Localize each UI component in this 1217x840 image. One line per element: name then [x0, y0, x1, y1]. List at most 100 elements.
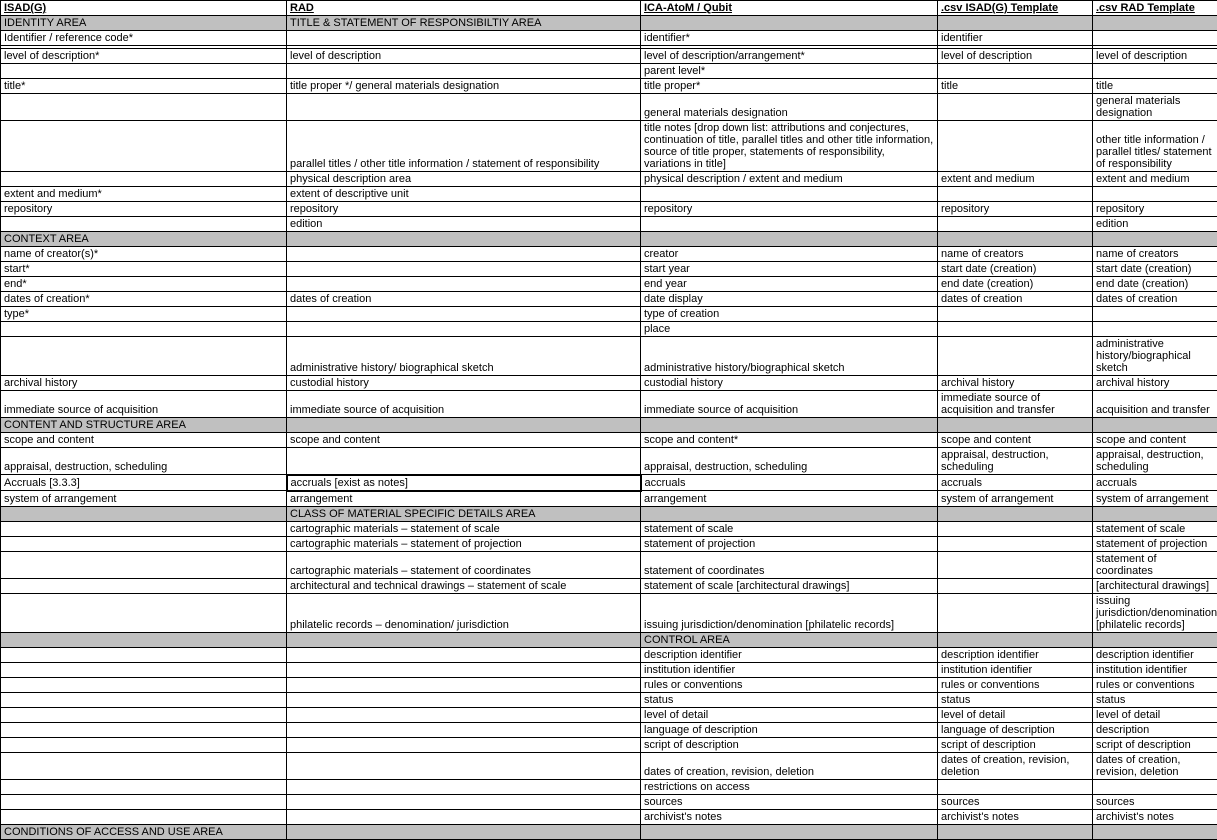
- cell: [641, 418, 938, 433]
- table-row: system of arrangementarrangementarrangem…: [1, 491, 1217, 507]
- section-header-row: CONTROL AREA: [1, 632, 1217, 647]
- cell: sources: [1093, 794, 1217, 809]
- cell: [938, 94, 1093, 121]
- cell: [641, 824, 938, 839]
- cell: [641, 217, 938, 232]
- cell: scope and content: [287, 433, 641, 448]
- cell: [1, 322, 287, 337]
- cell: [1, 677, 287, 692]
- cell: end date (creation): [938, 277, 1093, 292]
- cell: accruals: [938, 475, 1093, 491]
- cell: [287, 247, 641, 262]
- cell: dates of creation: [1093, 292, 1217, 307]
- cell: [287, 737, 641, 752]
- cell: [1, 217, 287, 232]
- cell: immediate source of acquisition: [641, 391, 938, 418]
- cell: dates of creation, revision, deletion: [938, 752, 1093, 779]
- cell: [938, 307, 1093, 322]
- cell: [1093, 418, 1217, 433]
- cell: level of description/arrangement*: [641, 49, 938, 64]
- cell: [1, 593, 287, 632]
- table-row: dates of creation, revision, deletiondat…: [1, 752, 1217, 779]
- table-row: title*title proper */ general materials …: [1, 79, 1217, 94]
- cell: immediate source of acquisition: [287, 391, 641, 418]
- cell: [938, 824, 1093, 839]
- cell: physical description / extent and medium: [641, 172, 938, 187]
- cell: immediate source of acquisition: [1, 391, 287, 418]
- cell: edition: [287, 217, 641, 232]
- cell: [287, 752, 641, 779]
- cell: [1, 64, 287, 79]
- cell: extent and medium: [938, 172, 1093, 187]
- cell: other title information / parallel title…: [1093, 121, 1217, 172]
- table-row: Accruals [3.3.3]accruals [exist as notes…: [1, 475, 1217, 491]
- cell: level of detail: [938, 707, 1093, 722]
- cell: cartographic materials – statement of sc…: [287, 521, 641, 536]
- cell: [1093, 506, 1217, 521]
- table-row: restrictions on access: [1, 779, 1217, 794]
- cell: dates of creation, revision, deletion: [641, 752, 938, 779]
- cell: institution identifier: [641, 662, 938, 677]
- cell: CLASS OF MATERIAL SPECIFIC DETAILS AREA: [287, 506, 641, 521]
- cell: name of creators: [1093, 247, 1217, 262]
- cell: repository: [938, 202, 1093, 217]
- cell: [1, 172, 287, 187]
- cell: rules or conventions: [938, 677, 1093, 692]
- cell: [287, 418, 641, 433]
- cell: [287, 64, 641, 79]
- table-row: cartographic materials – statement of sc…: [1, 521, 1217, 536]
- cell: creator: [641, 247, 938, 262]
- cell: [287, 824, 641, 839]
- cell: CONTEXT AREA: [1, 232, 287, 247]
- cell: parallel titles / other title informatio…: [287, 121, 641, 172]
- table-row: architectural and technical drawings – s…: [1, 578, 1217, 593]
- table-row: cartographic materials – statement of pr…: [1, 536, 1217, 551]
- cell: extent of descriptive unit: [287, 187, 641, 202]
- cell: [1, 506, 287, 521]
- table-body: IDENTITY AREATITLE & STATEMENT OF RESPON…: [1, 16, 1217, 840]
- cell: statement of scale [architectural drawin…: [641, 578, 938, 593]
- cell: script of description: [938, 737, 1093, 752]
- cell: repository: [641, 202, 938, 217]
- cell: [641, 16, 938, 31]
- cell: type of creation: [641, 307, 938, 322]
- cell: [938, 632, 1093, 647]
- cell: scope and content: [1093, 433, 1217, 448]
- table-row: general materials designationgeneral mat…: [1, 94, 1217, 121]
- cell: CONDITIONS OF ACCESS AND USE AREA: [1, 824, 287, 839]
- cell: end date (creation): [1093, 277, 1217, 292]
- cell: repository: [1093, 202, 1217, 217]
- cell: issuing jurisdiction/denomination [phila…: [1093, 593, 1217, 632]
- cell: [1093, 632, 1217, 647]
- cell: architectural and technical drawings – s…: [287, 578, 641, 593]
- cell: [1093, 64, 1217, 79]
- cell: [287, 94, 641, 121]
- cell: scope and content*: [641, 433, 938, 448]
- cell: [287, 662, 641, 677]
- cell: administrative history/ biographical ske…: [287, 337, 641, 376]
- cell: restrictions on access: [641, 779, 938, 794]
- cell: [938, 121, 1093, 172]
- cell: sources: [641, 794, 938, 809]
- cell: archivist's notes: [641, 809, 938, 824]
- cell: description identifier: [641, 647, 938, 662]
- table-row: scope and contentscope and contentscope …: [1, 433, 1217, 448]
- cell: [938, 593, 1093, 632]
- cell: [1, 536, 287, 551]
- cell: appraisal, destruction, scheduling: [641, 448, 938, 475]
- cell: name of creator(s)*: [1, 247, 287, 262]
- cell: dates of creation: [938, 292, 1093, 307]
- cell: script of description: [1093, 737, 1217, 752]
- cell: [287, 448, 641, 475]
- cell: [938, 322, 1093, 337]
- cell: dates of creation: [287, 292, 641, 307]
- cell: [1, 707, 287, 722]
- cell: [938, 232, 1093, 247]
- cell: extent and medium: [1093, 172, 1217, 187]
- cell: [287, 322, 641, 337]
- cell: [1, 632, 287, 647]
- cell: description identifier: [938, 647, 1093, 662]
- cell: [287, 794, 641, 809]
- table-row: appraisal, destruction, schedulingapprai…: [1, 448, 1217, 475]
- table-row: rules or conventionsrules or conventions…: [1, 677, 1217, 692]
